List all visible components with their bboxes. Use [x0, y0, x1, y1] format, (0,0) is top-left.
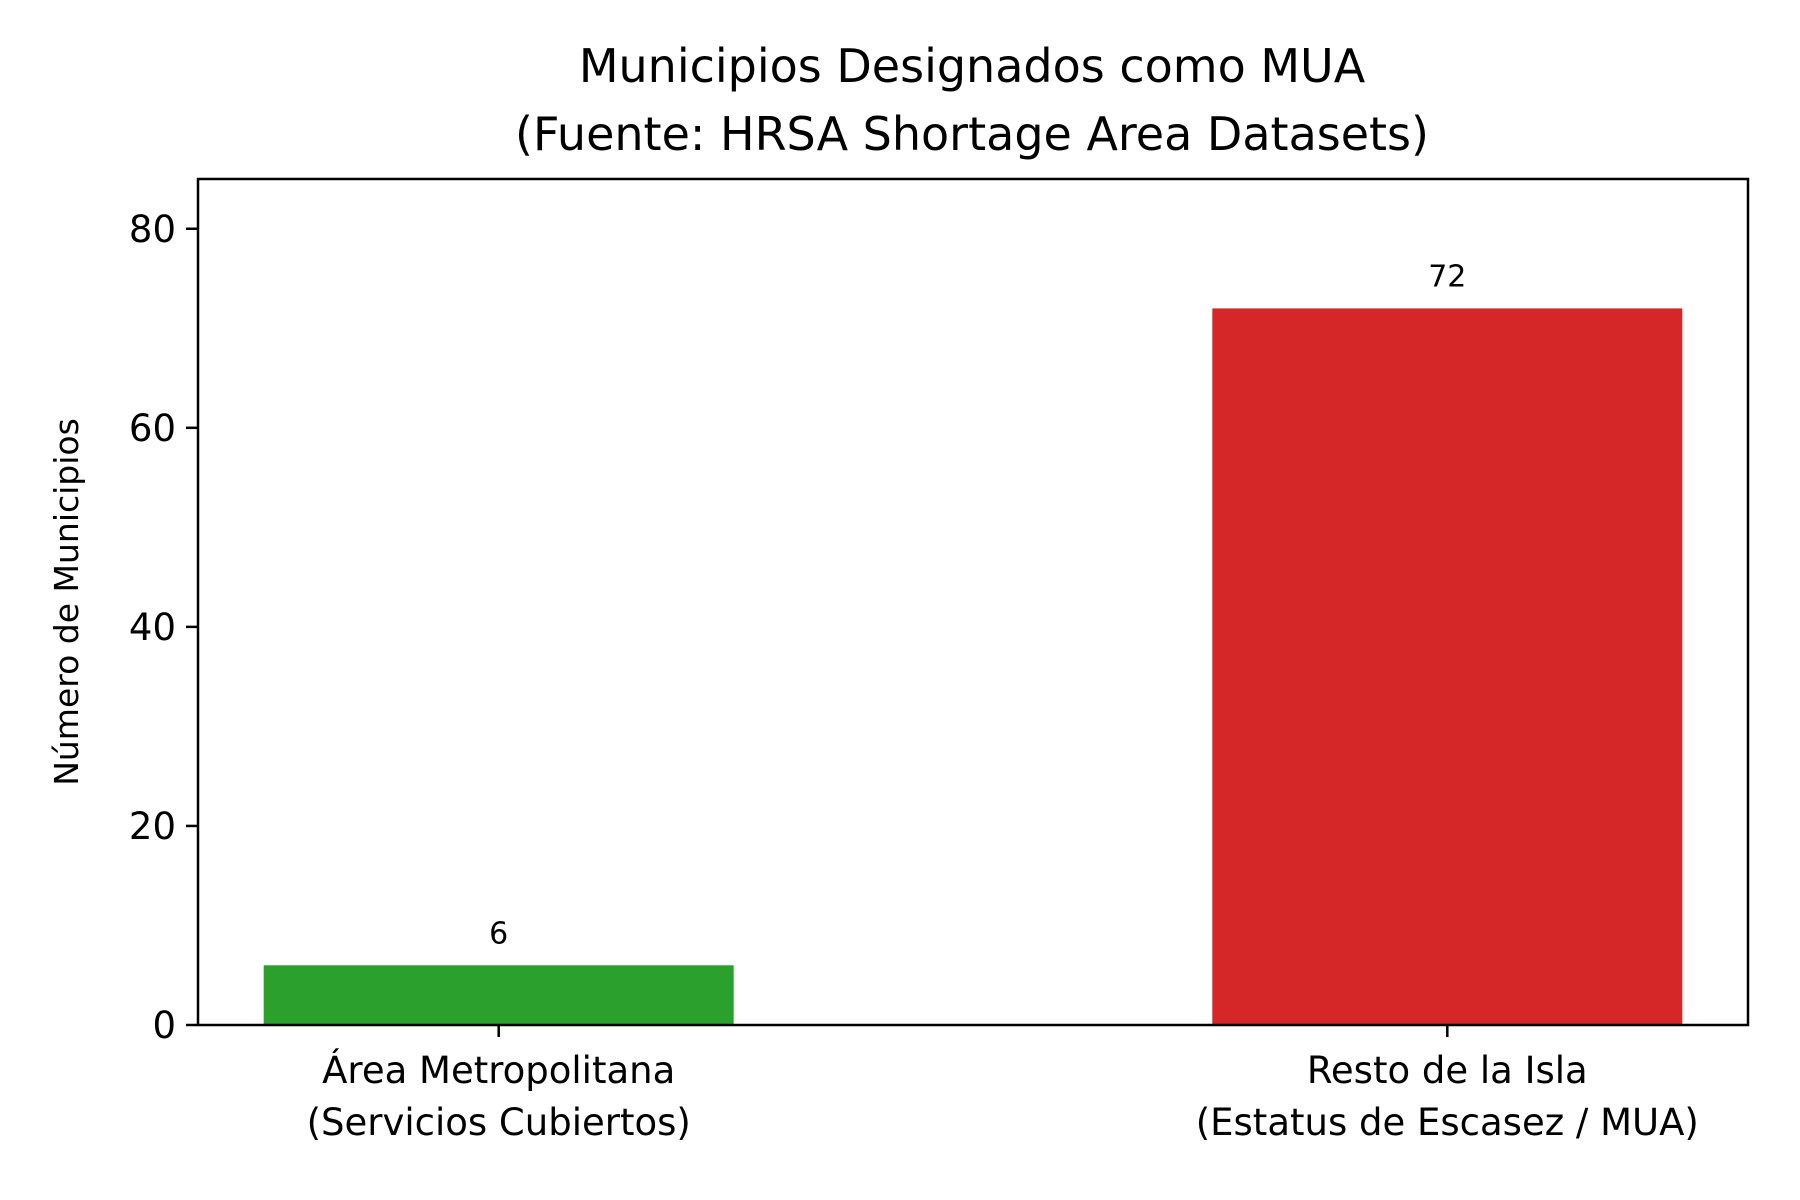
y-tick-label: 80	[129, 208, 176, 251]
plot-frame	[196, 177, 1750, 1027]
chart-subtitle: (Fuente: HRSA Shortage Area Datasets)	[515, 107, 1429, 161]
y-tick-label: 0	[152, 1004, 176, 1047]
y-tick-label: 60	[129, 407, 176, 450]
bar-value-label: 72	[1428, 259, 1466, 294]
y-axis-label: Número de Municipios	[47, 418, 86, 786]
bar-1	[263, 965, 734, 1025]
x-tick-label-line2: (Estatus de Escasez / MUA)	[1196, 1101, 1699, 1144]
y-tick-label: 40	[129, 606, 176, 649]
bar-value-label: 6	[489, 916, 508, 951]
bar-2	[1212, 308, 1683, 1025]
y-tick-label: 20	[129, 805, 176, 848]
x-tick-label-line1: Área Metropolitana	[322, 1048, 675, 1092]
chart-title: Municipios Designados como MUA	[579, 39, 1366, 93]
bars-group: 6 72	[263, 259, 1683, 1025]
x-axis-ticks: Área Metropolitana (Servicios Cubiertos) R…	[307, 1025, 1699, 1144]
x-tick-label-line1: Resto de la Isla	[1307, 1049, 1588, 1092]
x-tick-label-line2: (Servicios Cubiertos)	[307, 1101, 691, 1144]
y-axis-ticks: 0 20 40 60 80	[129, 208, 198, 1047]
